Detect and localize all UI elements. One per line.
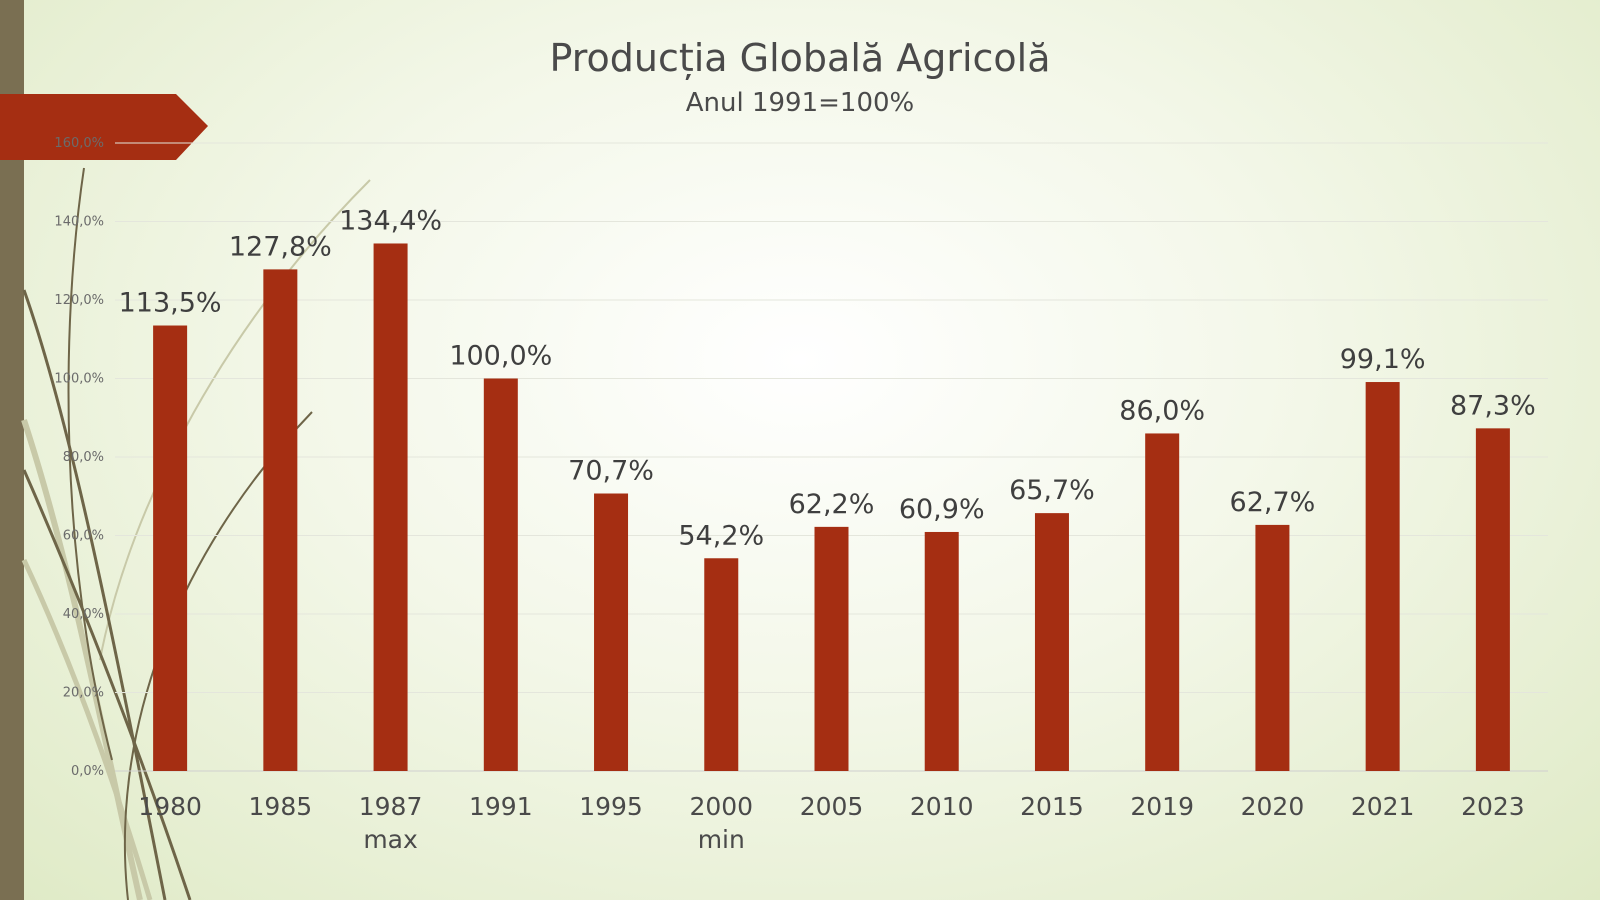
bar-2021 [1365, 382, 1400, 771]
bar-1991 [483, 378, 518, 771]
bar-1987 [373, 243, 408, 772]
vine-stroke-light [21, 558, 153, 900]
data-label: 60,9% [899, 494, 985, 525]
x-tick-label: 1987 [359, 792, 423, 821]
y-tick-label: 120,0% [54, 293, 104, 308]
data-label: 134,4% [339, 205, 442, 236]
data-label: 99,1% [1340, 344, 1426, 375]
x-tick-label: 2015 [1020, 792, 1084, 821]
y-tick-label: 0,0% [71, 764, 104, 779]
data-label: 65,7% [1009, 475, 1095, 506]
bar-1995 [594, 493, 629, 771]
data-label: 70,7% [568, 456, 654, 487]
x-tick-label: 2020 [1241, 792, 1305, 821]
x-tick-note: min [698, 825, 745, 854]
vine-stroke-light [99, 179, 371, 661]
x-tick-label: 2010 [910, 792, 974, 821]
data-label: 86,0% [1119, 395, 1205, 426]
x-tick-label: 2019 [1130, 792, 1194, 821]
y-tick-label: 60,0% [63, 529, 104, 544]
y-tick-label: 80,0% [63, 450, 104, 465]
bar-2023 [1475, 428, 1510, 771]
bar-2010 [924, 531, 959, 771]
x-tick-label: 2000 [689, 792, 753, 821]
x-axis-ticks: 1980 1985 1987 max 1991 1995 2000 min 2005 2010 20… [138, 792, 1524, 854]
bar-2015 [1034, 513, 1069, 771]
x-tick-note: max [363, 825, 417, 854]
chart-title: Producția Globală Agricolă [549, 36, 1051, 80]
y-tick-label: 20,0% [63, 686, 104, 701]
data-label: 100,0% [449, 341, 552, 372]
data-labels: 113,5%127,8%134,4% 100,0% 70,7% 54,2% 62,2% 6… [119, 205, 1536, 551]
y-axis-ticks: 0,0% 20,0% 40,0% 60,0% 80,0% 100,0% 120,0% 140,… [54, 136, 104, 779]
bar-2000 [704, 558, 739, 771]
bar-1980 [153, 325, 188, 771]
x-tick-label: 1995 [579, 792, 643, 821]
x-tick-label: 2021 [1351, 792, 1415, 821]
bar-2020 [1255, 524, 1290, 771]
y-tick-label: 100,0% [54, 372, 104, 387]
bar-2019 [1145, 433, 1180, 771]
x-tick-label: 1980 [138, 792, 202, 821]
data-label: 62,2% [789, 489, 875, 520]
y-tick-label: 40,0% [63, 607, 104, 622]
y-tick-label: 140,0% [54, 215, 104, 230]
bar-2005 [814, 526, 849, 771]
data-label: 87,3% [1450, 390, 1536, 421]
y-tick-label: 160,0% [54, 136, 104, 151]
x-tick-label: 2023 [1461, 792, 1525, 821]
data-label: 62,7% [1230, 487, 1316, 518]
data-label: 54,2% [678, 520, 764, 551]
vine-stroke-light [21, 419, 143, 900]
chart-subtitle: Anul 1991=100% [685, 88, 915, 118]
vine-stroke-dark [67, 167, 113, 761]
bar-1985 [263, 269, 298, 771]
bars [153, 243, 1510, 772]
data-label: 127,8% [229, 231, 332, 262]
x-tick-label: 2005 [800, 792, 864, 821]
x-tick-label: 1991 [469, 792, 533, 821]
vine-stroke-dark [22, 289, 167, 900]
x-tick-label: 1985 [249, 792, 313, 821]
data-label: 113,5% [119, 288, 222, 319]
vine-stroke-dark [22, 469, 192, 900]
